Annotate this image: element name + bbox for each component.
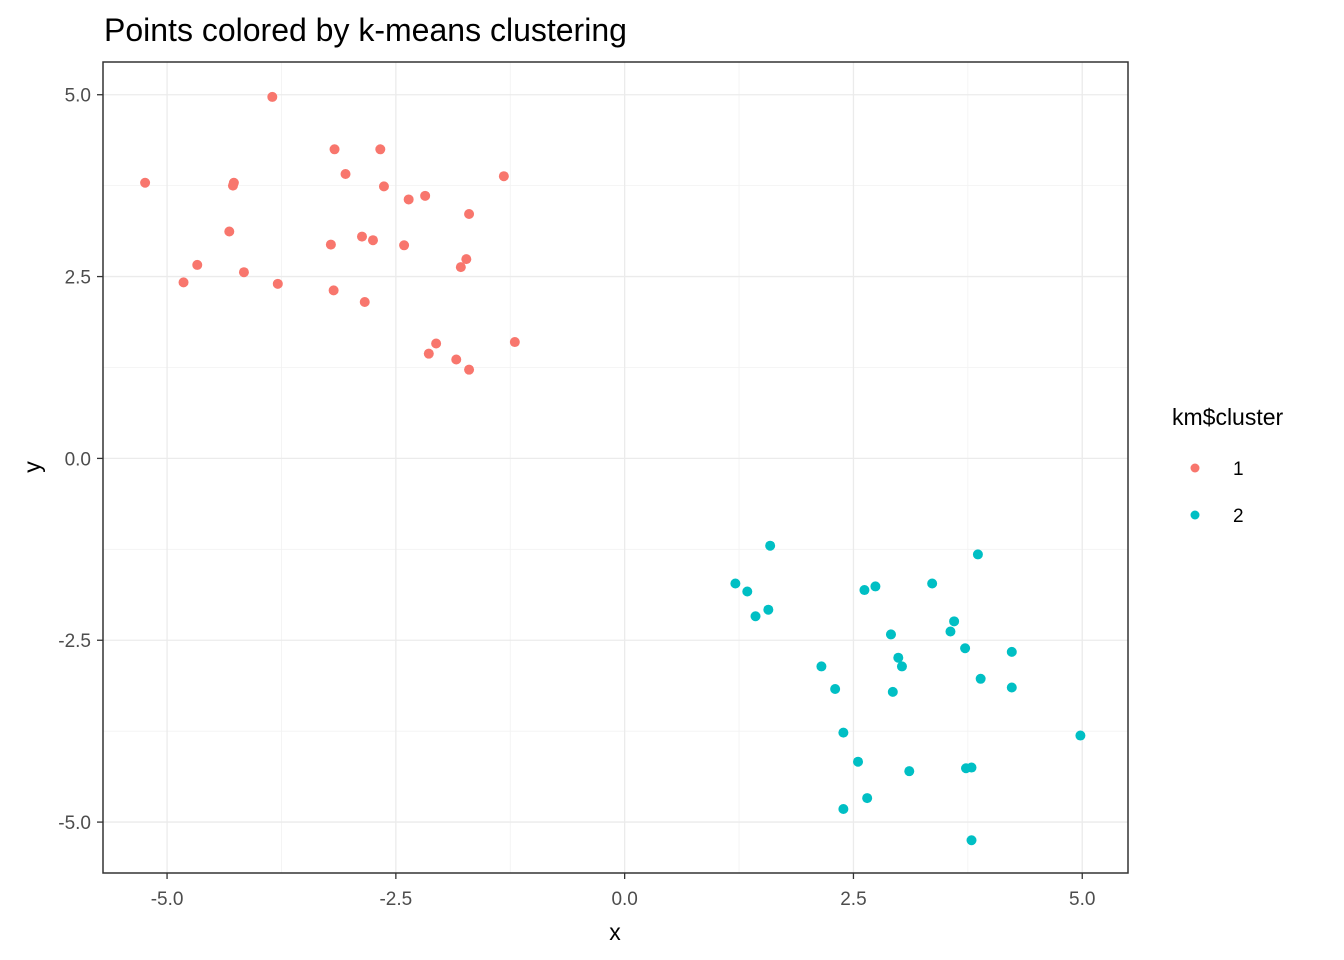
data-point-cluster-2 xyxy=(838,803,849,814)
legend-label-2: 2 xyxy=(1233,506,1244,527)
data-point-cluster-1 xyxy=(399,240,410,251)
data-point-cluster-1 xyxy=(267,91,278,102)
x-tick-label: -5.0 xyxy=(151,889,184,910)
x-axis-ticks: -5.0 -2.5 0.0 2.5 5.0 xyxy=(151,873,1095,910)
data-point-cluster-1 xyxy=(455,262,466,273)
data-point-cluster-1 xyxy=(192,259,203,270)
plot-panel-border xyxy=(102,61,1129,874)
data-point-cluster-2 xyxy=(927,578,938,589)
data-point-cluster-2 xyxy=(742,586,753,597)
data-point-cluster-2 xyxy=(945,626,956,637)
legend-title: km$cluster xyxy=(1172,404,1284,430)
data-point-cluster-1 xyxy=(340,169,351,180)
data-point-cluster-2 xyxy=(893,652,904,663)
data-point-cluster-1 xyxy=(461,254,472,265)
data-point-cluster-1 xyxy=(403,194,414,205)
data-point-cluster-2 xyxy=(765,540,776,551)
data-point-cluster-2 xyxy=(966,835,977,846)
data-point-cluster-2 xyxy=(763,604,774,615)
data-point-cluster-1 xyxy=(451,354,462,365)
data-point-cluster-2 xyxy=(885,629,896,640)
data-point-cluster-2 xyxy=(862,793,873,804)
data-point-cluster-2 xyxy=(1006,682,1017,693)
data-point-cluster-2 xyxy=(838,727,849,738)
data-point-cluster-2 xyxy=(1006,646,1017,657)
data-point-cluster-1 xyxy=(329,144,340,155)
data-point-cluster-2 xyxy=(975,673,986,684)
data-point-cluster-1 xyxy=(420,190,431,201)
data-point-cluster-1 xyxy=(509,337,520,348)
data-point-cluster-2 xyxy=(730,578,741,589)
data-point-cluster-1 xyxy=(359,297,370,308)
chart-title: Points colored by k-means clustering xyxy=(104,12,627,48)
data-point-cluster-1 xyxy=(356,231,367,242)
data-point-cluster-2 xyxy=(896,661,907,672)
legend-key-2 xyxy=(1190,510,1200,520)
data-point-cluster-2 xyxy=(816,661,827,672)
data-point-cluster-2 xyxy=(949,616,960,627)
data-point-cluster-1 xyxy=(224,226,235,237)
data-point-cluster-1 xyxy=(328,285,339,296)
y-axis-title: y xyxy=(19,461,45,473)
y-tick-label: 0.0 xyxy=(65,449,91,470)
data-point-cluster-2 xyxy=(830,683,841,694)
data-point-cluster-1 xyxy=(423,348,434,359)
x-tick-label: -2.5 xyxy=(379,889,412,910)
data-point-cluster-2 xyxy=(1075,730,1086,741)
data-point-cluster-1 xyxy=(178,277,189,288)
data-point-cluster-1 xyxy=(431,338,442,349)
data-point-cluster-2 xyxy=(972,549,983,560)
x-tick-label: 5.0 xyxy=(1069,889,1095,910)
y-tick-label: 2.5 xyxy=(65,268,91,289)
data-point-cluster-1 xyxy=(140,177,151,188)
data-point-cluster-1 xyxy=(464,364,475,375)
data-point-cluster-2 xyxy=(960,643,971,654)
data-point-cluster-1 xyxy=(227,180,238,191)
x-tick-label: 0.0 xyxy=(611,889,637,910)
x-axis-title: x xyxy=(609,919,621,945)
data-point-cluster-1 xyxy=(272,278,283,289)
data-point-cluster-1 xyxy=(464,209,475,220)
legend: km$cluster 12 xyxy=(1172,404,1284,527)
data-point-cluster-2 xyxy=(859,585,870,596)
x-tick-label: 2.5 xyxy=(840,889,866,910)
data-point-cluster-1 xyxy=(498,171,509,182)
data-points xyxy=(140,91,1086,846)
y-tick-label: -5.0 xyxy=(58,813,91,834)
legend-key-1 xyxy=(1190,463,1200,473)
data-point-cluster-2 xyxy=(870,581,881,592)
data-point-cluster-1 xyxy=(378,181,389,192)
data-point-cluster-2 xyxy=(887,686,898,697)
y-tick-label: -2.5 xyxy=(58,631,91,652)
legend-items: 12 xyxy=(1190,459,1244,527)
data-point-cluster-2 xyxy=(966,762,977,773)
data-point-cluster-2 xyxy=(904,766,915,777)
data-point-cluster-1 xyxy=(367,235,378,246)
data-point-cluster-2 xyxy=(750,611,761,622)
y-axis-ticks: -5.0 -2.5 0.0 2.5 5.0 xyxy=(58,86,103,834)
legend-label-1: 1 xyxy=(1233,459,1244,480)
data-point-cluster-1 xyxy=(375,144,386,155)
data-point-cluster-2 xyxy=(853,756,864,767)
data-point-cluster-1 xyxy=(238,267,249,278)
y-tick-label: 5.0 xyxy=(65,86,91,107)
grid-lines xyxy=(103,62,1128,873)
data-point-cluster-1 xyxy=(325,239,336,250)
